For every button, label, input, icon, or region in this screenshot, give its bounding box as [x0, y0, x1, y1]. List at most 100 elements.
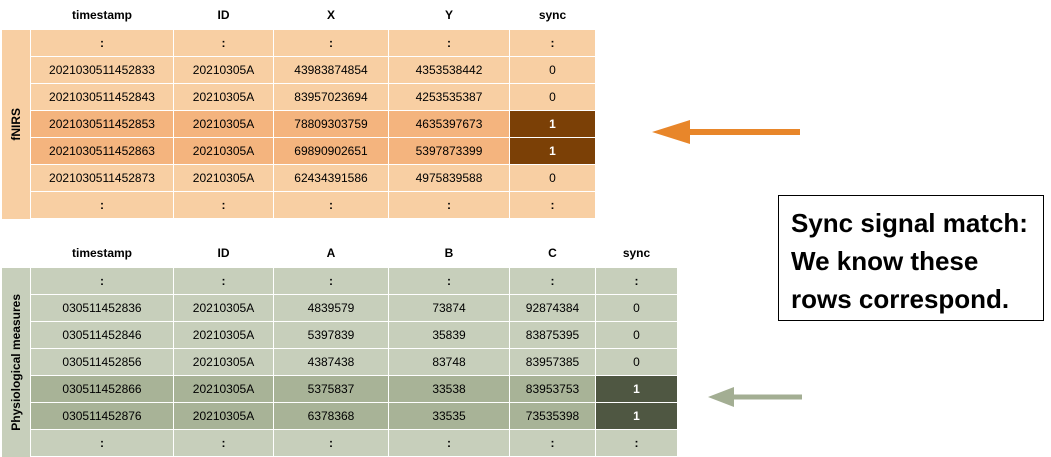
fnirs-cell: 0 — [509, 56, 596, 84]
fnirs-cell: 20210305A — [173, 110, 274, 138]
fnirs-row: ::::: — [2, 191, 596, 219]
physio-cell: 030511452836 — [30, 294, 174, 322]
physio-cell: : — [388, 429, 510, 457]
physio-cell: 73535398 — [509, 402, 596, 430]
physio-cell: : — [30, 267, 174, 295]
physio-cell: : — [273, 429, 389, 457]
fnirs-table: timestamp ID X Y sync fNIRS:::::20210305… — [2, 1, 596, 219]
physio-side-label-cell: Physiological measures — [2, 267, 31, 457]
physio-cell: 73874 — [388, 294, 510, 322]
fnirs-cell: : — [173, 191, 274, 219]
fnirs-row: 2021030511452853 20210305A 78809303759 4635… — [2, 110, 596, 138]
physio-cell: 1 — [595, 402, 678, 430]
fnirs-side-label-cell: fNIRS — [2, 29, 31, 219]
fnirs-cell: : — [509, 29, 596, 57]
physio-side-label: Physiological measures — [9, 293, 23, 431]
physio-cell: : — [388, 267, 510, 295]
fnirs-cell: 4975839588 — [388, 164, 510, 192]
physio-cell: : — [173, 267, 274, 295]
physio-cell: 030511452846 — [30, 321, 174, 349]
fnirs-cell: 2021030511452863 — [30, 137, 174, 165]
fnirs-cell: 1 — [509, 137, 596, 165]
physio-cell: 5397839 — [273, 321, 389, 349]
fnirs-cell: 78809303759 — [273, 110, 389, 138]
physio-cell: 0 — [595, 321, 678, 349]
fnirs-cell: 20210305A — [173, 137, 274, 165]
fnirs-cell: 4253535387 — [388, 83, 510, 111]
physio-header-sync: sync — [595, 239, 678, 268]
fnirs-cell: : — [173, 29, 274, 57]
fnirs-cell: 20210305A — [173, 83, 274, 111]
fnirs-row: 2021030511452873 20210305A 62434391586 4975… — [2, 164, 596, 192]
physio-cell: 6378368 — [273, 402, 389, 430]
physio-cell: 83953753 — [509, 375, 596, 403]
physio-cell: 33538 — [388, 375, 510, 403]
physio-header-a: A — [273, 239, 389, 268]
fnirs-cell: 2021030511452833 — [30, 56, 174, 84]
fnirs-arrow — [652, 120, 800, 144]
physio-row: Physiological measures:::::: — [2, 267, 678, 457]
sync-note-line-1: Sync signal match: — [791, 208, 1028, 238]
physio-cell: 83875395 — [509, 321, 596, 349]
physio-cell: : — [595, 267, 678, 295]
fnirs-cell: 4635397673 — [388, 110, 510, 138]
sync-note-box: Sync signal match: We know these rows co… — [778, 195, 1044, 321]
fnirs-cell: 0 — [509, 164, 596, 192]
physio-cell: 35839 — [388, 321, 510, 349]
physio-cell: 33535 — [388, 402, 510, 430]
sync-note-line-2: We know these — [791, 246, 979, 276]
physio-row: 030511452856 20210305A 4387438 83748 8395738… — [2, 348, 678, 376]
physio-cell: 5375837 — [273, 375, 389, 403]
fnirs-cell: : — [273, 191, 389, 219]
fnirs-cell: : — [388, 29, 510, 57]
fnirs-arrow-head — [652, 120, 690, 144]
physio-cell: : — [173, 429, 274, 457]
physio-cell: 030511452876 — [30, 402, 174, 430]
physio-cell: : — [30, 429, 174, 457]
fnirs-cell: : — [30, 29, 174, 57]
fnirs-corner — [2, 1, 31, 30]
fnirs-header-y: Y — [388, 1, 510, 30]
fnirs-cell: 62434391586 — [273, 164, 389, 192]
fnirs-side-label: fNIRS — [9, 107, 23, 141]
physio-cell: : — [509, 267, 596, 295]
physio-arrow — [708, 387, 802, 407]
fnirs-cell: 1 — [509, 110, 596, 138]
physio-cell: 20210305A — [173, 348, 274, 376]
sync-note-line-3: rows correspond. — [791, 284, 1010, 314]
physio-cell: 20210305A — [173, 375, 274, 403]
fnirs-cell: 4353538442 — [388, 56, 510, 84]
physio-cell: 4387438 — [273, 348, 389, 376]
fnirs-cell: : — [509, 191, 596, 219]
physio-cell: 92874384 — [509, 294, 596, 322]
physio-arrow-head — [708, 387, 734, 407]
fnirs-cell: : — [388, 191, 510, 219]
physio-cell: : — [595, 429, 678, 457]
fnirs-header-row: timestamp ID X Y sync — [2, 1, 596, 30]
fnirs-header-id: ID — [173, 1, 274, 30]
fnirs-row: fNIRS::::: — [2, 29, 596, 219]
physio-cell: 4839579 — [273, 294, 389, 322]
physio-cell: 20210305A — [173, 402, 274, 430]
physio-cell: : — [273, 267, 389, 295]
fnirs-cell: 0 — [509, 83, 596, 111]
physio-row: 030511452876 20210305A 6378368 33535 7353539… — [2, 402, 678, 430]
physio-row: 030511452836 20210305A 4839579 73874 9287438… — [2, 294, 678, 322]
fnirs-cell: 20210305A — [173, 164, 274, 192]
physio-cell: 20210305A — [173, 294, 274, 322]
physio-cell: 030511452856 — [30, 348, 174, 376]
fnirs-header-sync: sync — [509, 1, 596, 30]
physio-header-b: B — [388, 239, 510, 268]
physio-header-timestamp: timestamp — [30, 239, 174, 268]
physio-corner — [2, 239, 31, 268]
fnirs-row: 2021030511452863 20210305A 69890902651 5397… — [2, 137, 596, 165]
fnirs-cell: 43983874854 — [273, 56, 389, 84]
physio-row: :::::: — [2, 429, 678, 457]
physio-cell: 0 — [595, 348, 678, 376]
physio-cell: 1 — [595, 375, 678, 403]
fnirs-cell: 20210305A — [173, 56, 274, 84]
fnirs-cell: 2021030511452853 — [30, 110, 174, 138]
physio-cell: 030511452866 — [30, 375, 174, 403]
fnirs-cell: : — [273, 29, 389, 57]
fnirs-row: 2021030511452843 20210305A 83957023694 4253… — [2, 83, 596, 111]
